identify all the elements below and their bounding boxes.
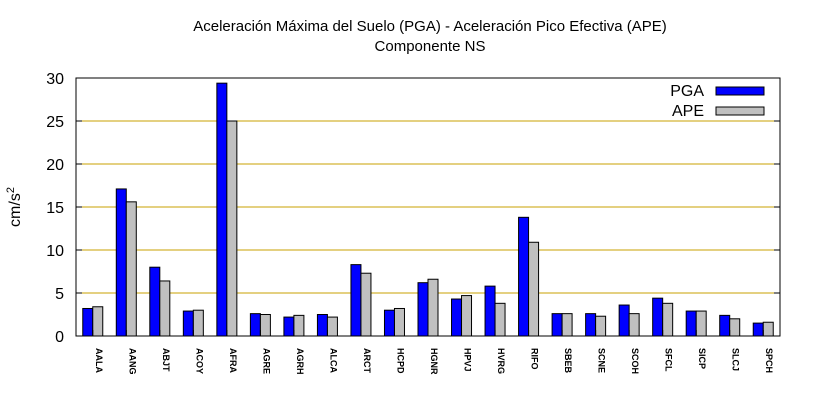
x-tick-label: AALA (94, 348, 104, 373)
bar-pga-hcpd (383, 309, 395, 337)
bar-ape-hgnr (427, 278, 439, 337)
x-tick-label: HPVJ (463, 348, 473, 372)
bar-pga-slcj (719, 314, 731, 337)
bar-pga-afra (216, 82, 228, 337)
bar-ape-hvrg (494, 302, 506, 337)
bars (82, 82, 774, 337)
bar-ape-abjt (159, 280, 171, 337)
x-axis-ticks: AALA AANG ABJT ACOY AFRA AGRE AGRH ALCA ARCT HCPD… (92, 330, 774, 375)
x-tick-label: HGNR (429, 348, 439, 375)
y-tick-label: 25 (46, 114, 64, 131)
bar-pga-rifo (518, 216, 530, 337)
bar-pga-scoh (618, 304, 630, 337)
bar-pga-hgnr (417, 282, 429, 337)
y-axis-label-base: cm/s (7, 193, 24, 227)
x-tick-label: SICP (697, 348, 707, 369)
bar-pga-scne (585, 313, 597, 337)
chart-subtitle: Componente NS (375, 38, 486, 55)
x-tick-label: SBEB (563, 348, 573, 374)
x-tick-label: ACOY (194, 348, 204, 374)
bar-ape-acoy (192, 309, 204, 337)
bar-pga-aala (82, 307, 94, 337)
bar-ape-scne (595, 315, 607, 337)
legend-label-pga: PGA (670, 83, 704, 100)
x-tick-label: ARCT (362, 348, 372, 373)
x-tick-label: AGRE (261, 348, 271, 374)
bar-ape-alca (326, 316, 338, 337)
bar-pga-abjt (149, 266, 161, 337)
legend: PGA APE (670, 83, 765, 120)
legend-label-ape: APE (672, 103, 704, 120)
bar-pga-hpvj (451, 298, 463, 337)
bar-pga-arct (350, 264, 362, 337)
bar-ape-sfcl (662, 302, 674, 337)
bar-pga-aang (115, 188, 127, 337)
plot-frame (75, 77, 781, 337)
bar-ape-hpvj (461, 295, 473, 337)
y-tick-label: 0 (55, 329, 64, 346)
bar-ape-slcj (729, 318, 741, 337)
bar-ape-agrh (293, 314, 305, 337)
y-axis-label: cm/s2 (5, 187, 24, 227)
bar-ape-sicp (695, 310, 707, 337)
grid-lines (76, 120, 780, 294)
y-tick-label: 15 (46, 200, 64, 217)
x-tick-label: ABJT (161, 348, 171, 372)
y-tick-label: 10 (46, 243, 64, 260)
y-axis-ticks: 0 5 10 15 20 25 30 (46, 71, 780, 346)
bar-ape-afra (226, 120, 238, 337)
bar-ape-aang (125, 201, 137, 337)
bar-ape-scoh (628, 313, 640, 337)
bar-ape-rifo (528, 241, 540, 337)
bar-pga-hvrg (484, 285, 496, 337)
x-tick-label: AFRA (228, 348, 238, 373)
bar-ape-agre (259, 314, 271, 337)
x-tick-label: AGRH (295, 348, 305, 375)
legend-swatch-ape (715, 106, 765, 116)
legend-swatch-pga (715, 86, 765, 96)
bar-pga-sicp (685, 310, 697, 337)
svg-text:cm/s2: cm/s2 (5, 187, 24, 227)
bar-pga-sbeb (551, 313, 563, 337)
x-tick-label: SFCL (664, 348, 674, 372)
bar-pga-acoy (182, 310, 194, 337)
y-tick-label: 30 (46, 71, 64, 88)
bar-ape-aala (92, 306, 104, 337)
bar-pga-spch (752, 322, 764, 337)
bar-ape-arct (360, 272, 372, 337)
x-tick-label: HVRG (496, 348, 506, 374)
x-tick-label: RIFO (530, 348, 540, 370)
bar-ape-spch (762, 321, 774, 337)
bar-ape-hcpd (393, 307, 405, 337)
x-tick-label: ALCA (328, 348, 338, 373)
y-axis-label-exponent: 2 (5, 187, 17, 193)
bar-pga-sfcl (652, 297, 664, 337)
chart-title: Aceleración Máxima del Suelo (PGA) - Ace… (193, 18, 667, 35)
x-tick-label: SLCJ (731, 348, 741, 371)
bar-pga-agrh (283, 316, 295, 337)
bar-pga-agre (249, 313, 261, 337)
x-tick-label: HCPD (395, 348, 405, 374)
bar-ape-sbeb (561, 313, 573, 337)
x-tick-label: SCOH (630, 348, 640, 374)
bar-pga-alca (316, 314, 328, 337)
x-tick-label: AANG (127, 348, 137, 375)
y-tick-label: 20 (46, 157, 64, 174)
x-tick-label: SPCH (764, 348, 774, 373)
x-tick-label: SCNE (597, 348, 607, 373)
y-tick-label: 5 (55, 286, 64, 303)
